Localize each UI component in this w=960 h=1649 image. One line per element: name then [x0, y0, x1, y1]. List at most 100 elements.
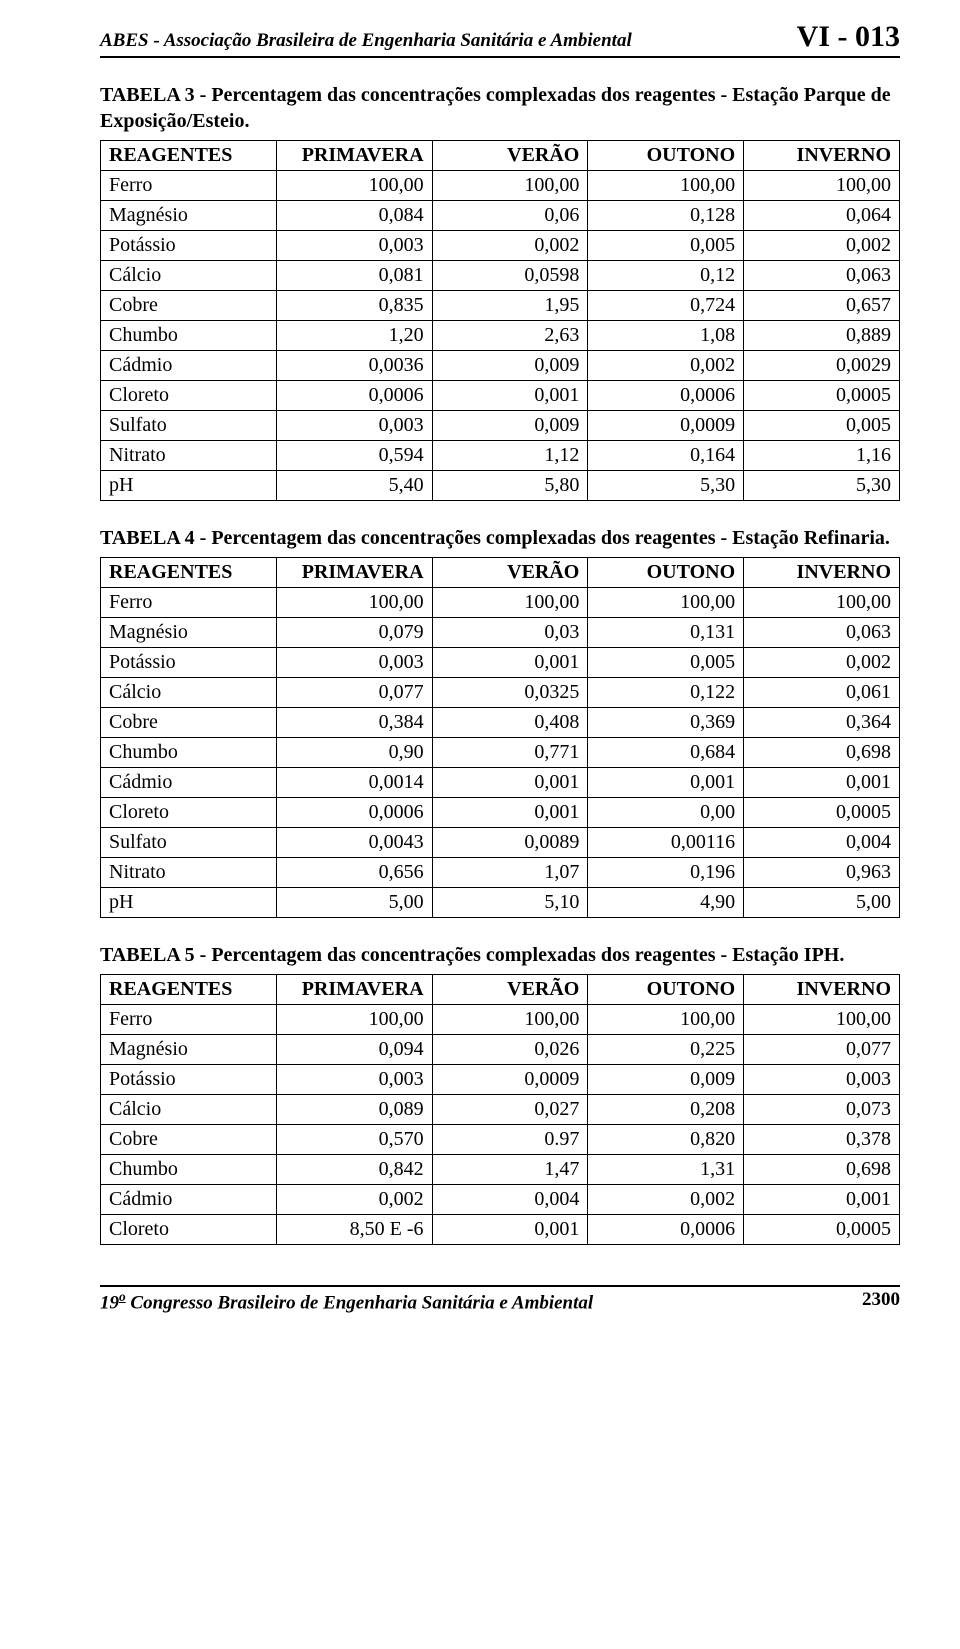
table-row: pH5,005,104,905,00 [101, 888, 900, 918]
col-primavera: PRIMAVERA [276, 975, 432, 1005]
value-cell: 0,0036 [276, 351, 432, 381]
reagent-cell: Cloreto [101, 381, 277, 411]
value-cell: 100,00 [432, 1005, 588, 1035]
col-reagentes: REAGENTES [101, 558, 277, 588]
value-cell: 0,001 [432, 798, 588, 828]
table-row: Chumbo0,8421,471,310,698 [101, 1155, 900, 1185]
value-cell: 1,31 [588, 1155, 744, 1185]
col-primavera: PRIMAVERA [276, 141, 432, 171]
value-cell: 0,0014 [276, 768, 432, 798]
value-cell: 100,00 [276, 171, 432, 201]
table3-title: TABELA 3 - Percentagem das concentrações… [100, 82, 900, 134]
value-cell: 0,001 [432, 381, 588, 411]
value-cell: 100,00 [744, 171, 900, 201]
value-cell: 0,003 [276, 411, 432, 441]
col-inverno: INVERNO [744, 975, 900, 1005]
reagent-cell: Cloreto [101, 1215, 277, 1245]
value-cell: 0,005 [744, 411, 900, 441]
value-cell: 1,95 [432, 291, 588, 321]
col-outono: OUTONO [588, 975, 744, 1005]
reagent-cell: Magnésio [101, 201, 277, 231]
value-cell: 0,004 [744, 828, 900, 858]
value-cell: 0,001 [744, 1185, 900, 1215]
reagent-cell: pH [101, 471, 277, 501]
page-container: ABES - Associação Brasileira de Engenhar… [0, 0, 960, 1344]
table-row: Chumbo0,900,7710,6840,698 [101, 738, 900, 768]
table-row: Cobre0,8351,950,7240,657 [101, 291, 900, 321]
value-cell: 0,0006 [276, 798, 432, 828]
col-verao: VERÃO [432, 975, 588, 1005]
value-cell: 0,364 [744, 708, 900, 738]
value-cell: 0,657 [744, 291, 900, 321]
value-cell: 0,594 [276, 441, 432, 471]
value-cell: 5,80 [432, 471, 588, 501]
col-reagentes: REAGENTES [101, 141, 277, 171]
header-org: ABES - Associação Brasileira de Engenhar… [100, 30, 632, 52]
table4-body: Ferro100,00100,00100,00100,00Magnésio0,0… [101, 588, 900, 918]
value-cell: 5,00 [744, 888, 900, 918]
value-cell: 0,12 [588, 261, 744, 291]
value-cell: 0,122 [588, 678, 744, 708]
value-cell: 0,225 [588, 1035, 744, 1065]
col-verao: VERÃO [432, 141, 588, 171]
header-code: VI - 013 [797, 20, 900, 54]
value-cell: 0,0009 [588, 411, 744, 441]
reagent-cell: Cádmio [101, 768, 277, 798]
value-cell: 0,073 [744, 1095, 900, 1125]
footer-congress: 19o Congresso Brasileiro de Engenharia S… [100, 1289, 593, 1314]
value-cell: 100,00 [276, 588, 432, 618]
value-cell: 0,698 [744, 738, 900, 768]
reagent-cell: Cobre [101, 291, 277, 321]
value-cell: 0,889 [744, 321, 900, 351]
value-cell: 0,061 [744, 678, 900, 708]
value-cell: 0,077 [276, 678, 432, 708]
col-reagentes: REAGENTES [101, 975, 277, 1005]
value-cell: 0,771 [432, 738, 588, 768]
footer-prefix: 19 [100, 1292, 119, 1313]
table-row: Cobre0,3840,4080,3690,364 [101, 708, 900, 738]
table-row: Magnésio0,0940,0260,2250,077 [101, 1035, 900, 1065]
reagent-cell: Ferro [101, 171, 277, 201]
col-primavera: PRIMAVERA [276, 558, 432, 588]
table4-title: TABELA 4 - Percentagem das concentrações… [100, 525, 900, 551]
value-cell: 1,20 [276, 321, 432, 351]
footer-page-number: 2300 [862, 1289, 900, 1314]
value-cell: 2,63 [432, 321, 588, 351]
value-cell: 0,027 [432, 1095, 588, 1125]
value-cell: 1,16 [744, 441, 900, 471]
value-cell: 0,004 [432, 1185, 588, 1215]
table-row: Sulfato0,00430,00890,001160,004 [101, 828, 900, 858]
value-cell: 0,002 [276, 1185, 432, 1215]
value-cell: 0,131 [588, 618, 744, 648]
value-cell: 0,0009 [432, 1065, 588, 1095]
value-cell: 0,084 [276, 201, 432, 231]
table-row: Cloreto0,00060,0010,000,0005 [101, 798, 900, 828]
value-cell: 100,00 [588, 171, 744, 201]
value-cell: 0,001 [744, 768, 900, 798]
reagent-cell: Magnésio [101, 618, 277, 648]
col-outono: OUTONO [588, 558, 744, 588]
reagent-cell: pH [101, 888, 277, 918]
table-row: Cloreto0,00060,0010,00060,0005 [101, 381, 900, 411]
value-cell: 1,12 [432, 441, 588, 471]
reagent-cell: Sulfato [101, 828, 277, 858]
value-cell: 0,378 [744, 1125, 900, 1155]
reagent-cell: Chumbo [101, 321, 277, 351]
value-cell: 0,002 [744, 648, 900, 678]
table-header-row: REAGENTES PRIMAVERA VERÃO OUTONO INVERNO [101, 975, 900, 1005]
value-cell: 0,06 [432, 201, 588, 231]
value-cell: 8,50 E -6 [276, 1215, 432, 1245]
table-row: Potássio0,0030,0020,0050,002 [101, 231, 900, 261]
value-cell: 0,684 [588, 738, 744, 768]
value-cell: 0,0006 [588, 1215, 744, 1245]
reagent-cell: Potássio [101, 648, 277, 678]
value-cell: 0,196 [588, 858, 744, 888]
reagent-cell: Nitrato [101, 858, 277, 888]
value-cell: 0,005 [588, 648, 744, 678]
value-cell: 0,001 [432, 1215, 588, 1245]
table-row: Cálcio0,0770,03250,1220,061 [101, 678, 900, 708]
reagent-cell: Potássio [101, 1065, 277, 1095]
table5: REAGENTES PRIMAVERA VERÃO OUTONO INVERNO… [100, 974, 900, 1245]
value-cell: 100,00 [432, 588, 588, 618]
value-cell: 0,00 [588, 798, 744, 828]
